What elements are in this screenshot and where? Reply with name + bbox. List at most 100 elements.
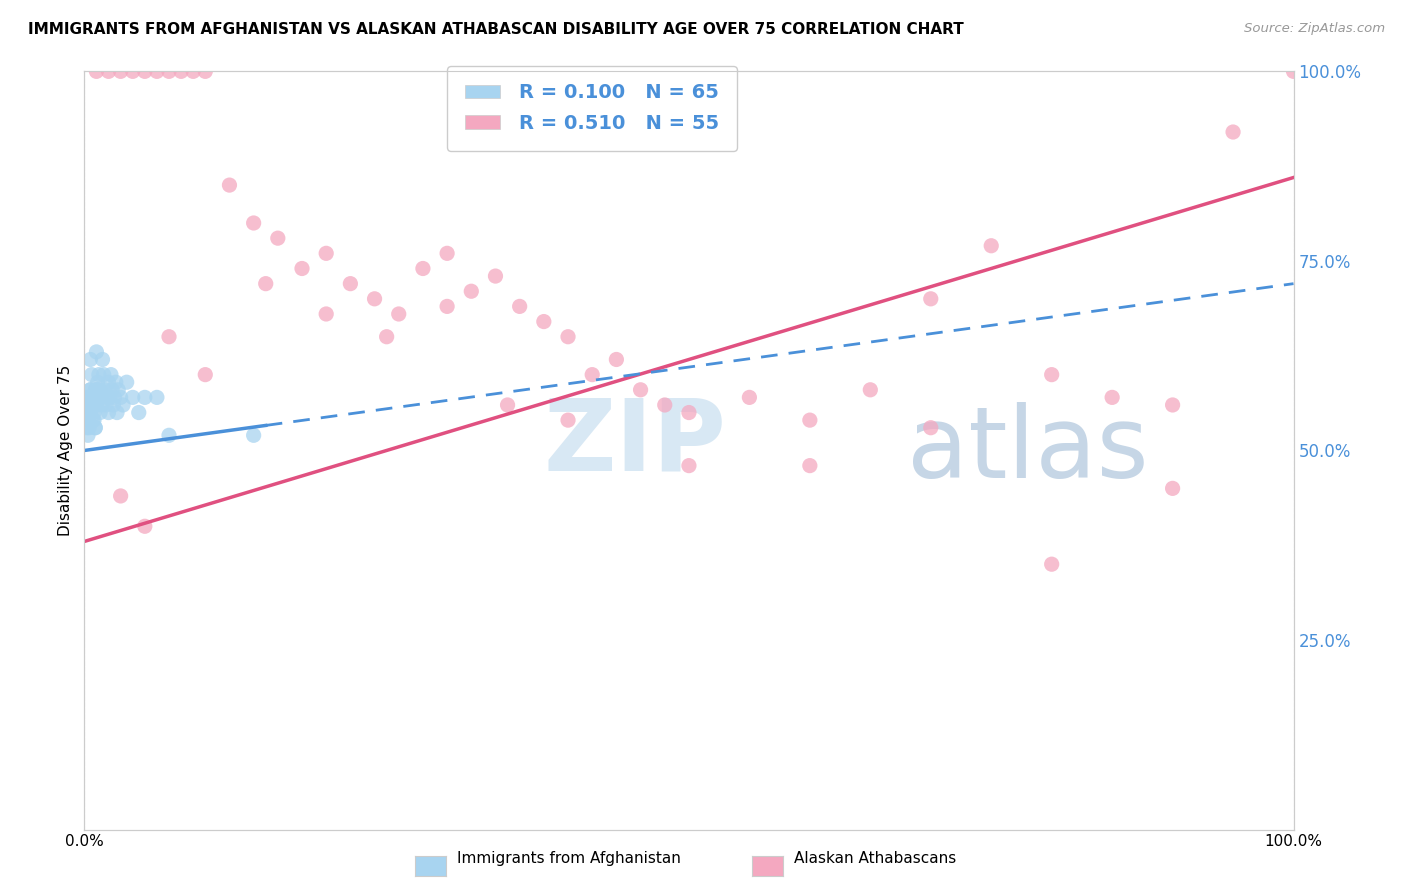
Point (799, 458, 821, 473)
Point (121, 391, 143, 405)
Point (79, 405, 101, 420)
Point (80, 398, 103, 412)
Text: Source: ZipAtlas.com: Source: ZipAtlas.com (1244, 22, 1385, 36)
Point (242, 428, 264, 442)
Point (76, 421, 98, 435)
Text: atlas: atlas (907, 402, 1149, 499)
Point (89, 405, 111, 420)
Point (96, 391, 118, 405)
Text: Immigrants from Afghanistan: Immigrants from Afghanistan (457, 851, 681, 866)
Point (90, 398, 112, 412)
Point (86, 344, 108, 359)
Legend: R = 0.100   N = 65, R = 0.510   N = 55: R = 0.100 N = 65, R = 0.510 N = 55 (447, 66, 737, 151)
Point (630, 383, 652, 397)
Point (86, 391, 108, 405)
Point (107, 383, 129, 397)
Point (77, 405, 100, 420)
Point (509, 300, 531, 314)
Point (98, 391, 121, 405)
Text: Alaskan Athabascans: Alaskan Athabascans (794, 851, 956, 866)
Point (157, 330, 180, 344)
Point (920, 292, 942, 306)
Point (77, 391, 100, 405)
Point (157, 428, 180, 442)
Point (105, 405, 128, 420)
Point (110, 489, 132, 503)
Point (84, 421, 107, 435)
Point (87, 368, 110, 382)
Point (315, 307, 337, 321)
Point (194, 368, 217, 382)
Point (291, 261, 314, 276)
Point (94, 383, 117, 397)
Point (128, 405, 150, 420)
Point (678, 458, 700, 473)
Point (375, 330, 398, 344)
Point (115, 376, 138, 390)
Point (1282, 64, 1305, 78)
Point (97, 405, 120, 420)
Point (90, 391, 112, 405)
Point (82, 413, 104, 427)
Point (110, 391, 132, 405)
Point (80, 398, 103, 412)
Point (134, 391, 156, 405)
Point (339, 277, 361, 291)
Y-axis label: Disability Age Over 75: Disability Age Over 75 (58, 365, 73, 536)
Point (146, 64, 169, 78)
Point (1161, 398, 1184, 412)
Point (79, 383, 101, 397)
Point (83, 405, 105, 420)
Point (86, 398, 108, 412)
Point (533, 315, 555, 329)
Point (76, 391, 98, 405)
Point (82, 391, 104, 405)
Point (91, 352, 114, 367)
Point (412, 261, 434, 276)
Point (436, 300, 458, 314)
Point (104, 391, 127, 405)
Point (82, 391, 104, 405)
Text: ZIP: ZIP (544, 394, 727, 491)
Point (80, 368, 103, 382)
Point (460, 285, 482, 299)
Point (77, 421, 100, 435)
Point (77, 405, 100, 420)
Point (859, 383, 882, 397)
Point (77, 413, 100, 427)
Point (1161, 482, 1184, 496)
Point (496, 398, 519, 412)
Point (1222, 125, 1244, 139)
Point (1040, 557, 1063, 572)
Point (181, 64, 204, 78)
Point (83, 413, 105, 427)
Point (146, 391, 169, 405)
Point (315, 246, 337, 260)
Point (920, 421, 942, 435)
Point (581, 368, 603, 382)
Point (84, 383, 107, 397)
Point (86, 376, 108, 390)
Point (110, 64, 132, 78)
Point (157, 64, 180, 78)
Point (218, 178, 240, 193)
Point (678, 405, 700, 420)
Point (103, 398, 125, 412)
Point (654, 398, 676, 412)
Point (170, 64, 193, 78)
Point (738, 391, 761, 405)
Point (77, 398, 100, 412)
Point (100, 368, 122, 382)
Point (79, 405, 101, 420)
Point (112, 398, 135, 412)
Point (86, 64, 108, 78)
Point (83, 398, 105, 412)
Point (77, 398, 100, 412)
Point (557, 330, 579, 344)
Point (363, 292, 385, 306)
Point (134, 64, 156, 78)
Point (79, 383, 101, 397)
Point (1040, 368, 1063, 382)
Point (980, 238, 1002, 253)
Point (194, 64, 217, 78)
